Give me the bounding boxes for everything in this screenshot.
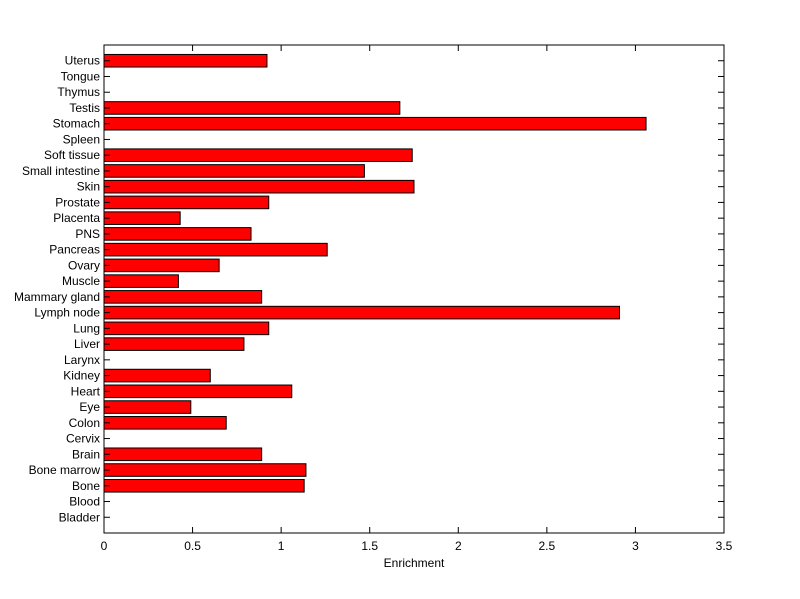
- y-tick-label: Ovary: [68, 258, 100, 272]
- bars-layer: [103, 53, 647, 493]
- bar-lung: [103, 321, 270, 336]
- y-tick-label: Small intestine: [22, 164, 100, 178]
- bar-placenta: [103, 211, 181, 225]
- y-tick-label: Heart: [71, 384, 101, 398]
- y-tick-label: Lung: [73, 321, 100, 335]
- y-tick-label: Uterus: [65, 54, 100, 68]
- bar-muscle: [103, 274, 179, 288]
- bar-heart: [103, 384, 293, 399]
- bar-pns: [103, 227, 252, 241]
- x-axis-label: Enrichment: [384, 556, 445, 570]
- y-tick-label: PNS: [75, 227, 100, 241]
- plot-area-frame: [103, 44, 725, 534]
- bar-kidney: [103, 368, 211, 383]
- bar-lymph-node: [103, 305, 620, 320]
- y-tick-label: Bone marrow: [29, 463, 101, 477]
- y-tick-label: Thymus: [57, 85, 100, 99]
- x-tick-label: 2.5: [539, 539, 556, 553]
- bar-brain: [103, 447, 263, 462]
- bar-pancreas: [103, 242, 328, 257]
- y-tick-label: Pancreas: [49, 243, 100, 257]
- y-tick-label: Brain: [72, 447, 100, 461]
- bar-mammary-gland: [103, 290, 263, 304]
- y-tick-label: Mammary gland: [14, 290, 100, 304]
- x-tick-label: 0.5: [184, 539, 201, 553]
- bar-liver: [103, 337, 245, 351]
- y-tick-label: Muscle: [62, 274, 100, 288]
- x-tick-label: 1.5: [361, 539, 378, 553]
- y-tick-label: Colon: [69, 416, 100, 430]
- bar-uterus: [103, 53, 268, 68]
- y-tick-label: Larynx: [64, 353, 100, 367]
- bar-prostate: [103, 195, 270, 210]
- x-tick-label: 3: [632, 539, 639, 553]
- y-tick-label: Tongue: [61, 69, 101, 83]
- y-tick-label: Eye: [79, 400, 100, 414]
- y-tick-label: Spleen: [63, 132, 100, 146]
- x-tick-label: 3.5: [716, 539, 733, 553]
- y-tick-label: Cervix: [66, 432, 100, 446]
- bar-small-intestine: [103, 164, 365, 178]
- y-tick-label: Bone: [72, 479, 100, 493]
- y-tick-label: Soft tissue: [44, 148, 100, 162]
- y-tick-label: Liver: [74, 337, 100, 351]
- y-tick-label: Lymph node: [34, 306, 100, 320]
- bar-soft-tissue: [103, 148, 413, 162]
- y-tick-label: Skin: [77, 180, 100, 194]
- x-tick-label: 0: [101, 539, 108, 553]
- y-tick-label: Bladder: [59, 510, 100, 524]
- bar-bone: [103, 478, 305, 493]
- y-tick-label: Testis: [69, 101, 100, 115]
- x-tick-label: 2: [455, 539, 462, 553]
- bar-colon: [103, 416, 227, 430]
- y-tick-label: Kidney: [63, 369, 100, 383]
- y-tick-label: Prostate: [55, 195, 100, 209]
- bar-eye: [103, 400, 192, 414]
- x-tick-label: 1: [278, 539, 285, 553]
- y-tick-label: Stomach: [53, 117, 100, 131]
- bar-bone-marrow: [103, 463, 307, 477]
- y-tick-label: Blood: [69, 495, 100, 509]
- bar-stomach: [103, 116, 647, 131]
- bar-skin: [103, 179, 415, 194]
- y-tick-label: Placenta: [53, 211, 100, 225]
- bar-testis: [103, 101, 401, 115]
- bar-ovary: [103, 258, 220, 273]
